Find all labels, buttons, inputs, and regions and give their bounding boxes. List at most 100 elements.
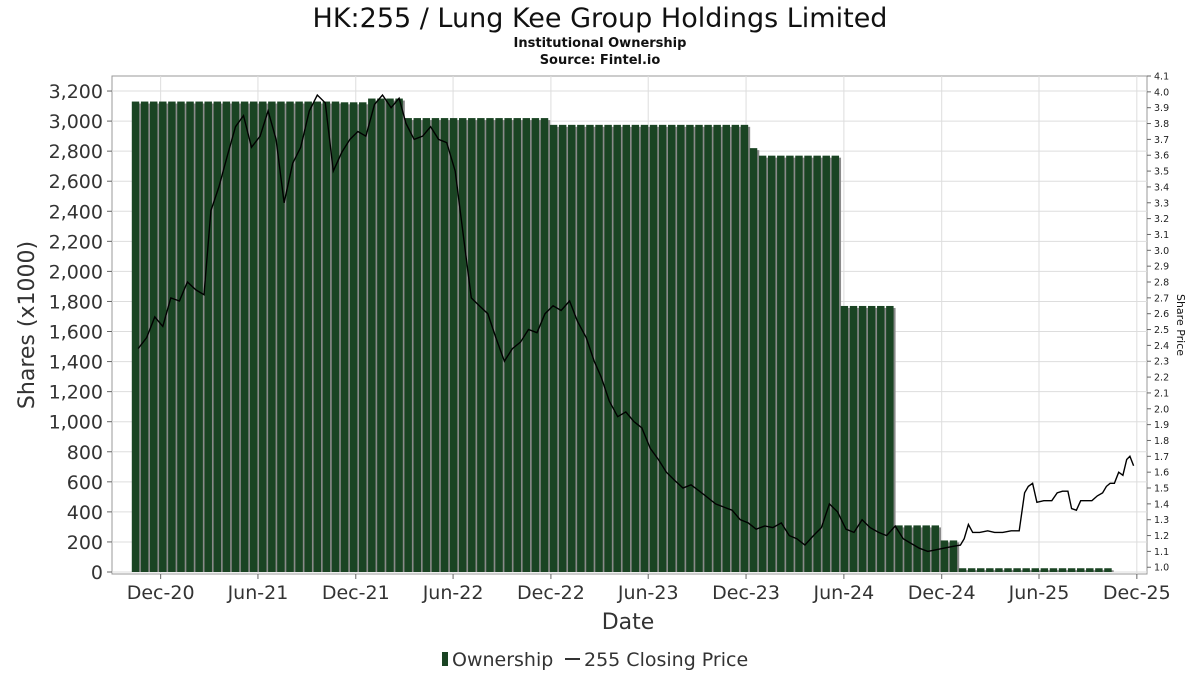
ownership-bar [749, 148, 758, 573]
ownership-bar [277, 101, 285, 572]
y2-tick-label: 3.4 [1154, 182, 1169, 193]
ownership-bar [531, 118, 540, 573]
ownership-bar [359, 102, 367, 572]
ownership-bar [149, 101, 158, 572]
y-axis-label: Shares (x1000) [15, 241, 40, 409]
x-tick-label: Dec-24 [908, 582, 976, 604]
ownership-bar [549, 124, 558, 573]
x-tick-label: Jun-24 [813, 582, 875, 604]
chart-subtitle-line-2: Source: Fintel.io [540, 53, 661, 68]
ownership-bar [331, 101, 340, 572]
y2-tick-label: 1.2 [1154, 531, 1169, 542]
x-tick-label: Dec-20 [127, 582, 195, 604]
ownership-bar [1049, 568, 1058, 572]
y2-tick-label: 2.5 [1154, 325, 1169, 336]
ownership-bar [1086, 568, 1094, 572]
ownership-bar [286, 101, 294, 572]
ownership-bar [904, 525, 912, 572]
ownership-bar [731, 124, 740, 573]
ownership-bar [895, 525, 903, 572]
y2-tick-label: 2.8 [1154, 278, 1169, 289]
y-tick-label: 2,400 [49, 201, 103, 223]
ownership-bar [804, 155, 812, 573]
ownership-bar [413, 118, 421, 573]
ownership-bar [886, 305, 894, 572]
ownership-bar [913, 525, 921, 572]
ownership-bar [449, 118, 458, 573]
ownership-bar [304, 101, 312, 572]
y2-tick-label: 3.2 [1154, 214, 1169, 225]
y-tick-label: 2,000 [49, 261, 103, 283]
ownership-bar [713, 124, 721, 573]
ownership-bar [368, 98, 376, 572]
ownership-bar [640, 124, 649, 573]
ownership-bar [677, 124, 685, 573]
ownership-bar [604, 124, 612, 573]
ownership-bar [222, 101, 231, 572]
ownership-bar [722, 124, 730, 573]
y2-tick-label: 2.9 [1154, 262, 1169, 273]
ownership-bar [740, 124, 749, 573]
ownership-bar [1040, 568, 1049, 572]
ownership-bar [558, 124, 567, 573]
y-tick-label: 3,000 [49, 111, 103, 133]
y-tick-label: 1,600 [49, 322, 103, 344]
ownership-bar [877, 305, 885, 572]
x-tick-label: Jun-22 [422, 582, 484, 604]
y-tick-label: 0 [91, 562, 103, 584]
legend-ownership-swatch [442, 652, 448, 666]
ownership-bar [195, 101, 203, 572]
y2-tick-label: 3.9 [1154, 103, 1169, 114]
ownership-bar [922, 525, 930, 572]
ownership-bar [1076, 568, 1085, 572]
ownership-bar [1022, 568, 1030, 572]
ownership-bar [568, 124, 576, 573]
y-tick-label: 800 [67, 442, 103, 464]
y2-tick-label: 3.0 [1154, 246, 1169, 257]
x-tick-label: Jun-23 [617, 582, 679, 604]
ownership-bar [795, 155, 803, 573]
ownership-bar [259, 101, 267, 572]
x-tick-label: Dec-22 [517, 582, 585, 604]
x-tick-label: Dec-21 [322, 582, 390, 604]
ownership-bar [695, 124, 703, 573]
chart-subtitle-line-1: Institutional Ownership [514, 36, 687, 51]
legend: Ownership 255 Closing Price [442, 649, 748, 671]
ownership-bar [377, 98, 385, 572]
x-tick-label: Dec-25 [1103, 582, 1171, 604]
ownership-bar [949, 540, 958, 572]
y-tick-label: 3,200 [49, 81, 103, 103]
bars-layer [131, 98, 1114, 573]
ownership-bar [204, 101, 212, 572]
ownership-bar [767, 155, 776, 573]
ownership-bar [631, 124, 640, 573]
ownership-bar [140, 101, 149, 572]
ownership-bar [1095, 568, 1103, 572]
ownership-bar [849, 305, 858, 572]
ownership-bar [131, 101, 140, 572]
y2-tick-label: 1.7 [1154, 452, 1169, 463]
ownership-bar [977, 568, 985, 572]
y-tick-label: 1,000 [49, 412, 103, 434]
ownership-bar [649, 124, 658, 573]
ownership-bar [168, 101, 176, 572]
ownership-bar [822, 155, 830, 573]
ownership-bar [940, 540, 949, 572]
ownership-bar [268, 101, 276, 572]
y-tick-label: 400 [67, 502, 103, 524]
ownership-bar [240, 101, 249, 572]
ownership-bar [668, 124, 676, 573]
y2-tick-label: 1.9 [1154, 420, 1169, 431]
x-axis-label: Date [602, 610, 655, 635]
x-tick-label: Dec-23 [712, 582, 780, 604]
y2-tick-label: 3.3 [1154, 198, 1169, 209]
y-tick-label: 2,600 [49, 171, 103, 193]
ownership-bar [468, 118, 476, 573]
x-tick-label: Jun-21 [227, 582, 289, 604]
ownership-bar [995, 568, 1003, 572]
ownership-bar [613, 124, 621, 573]
y2-tick-label: 3.1 [1154, 230, 1169, 241]
y2-tick-label: 2.3 [1154, 357, 1169, 368]
ownership-bar [349, 102, 358, 572]
